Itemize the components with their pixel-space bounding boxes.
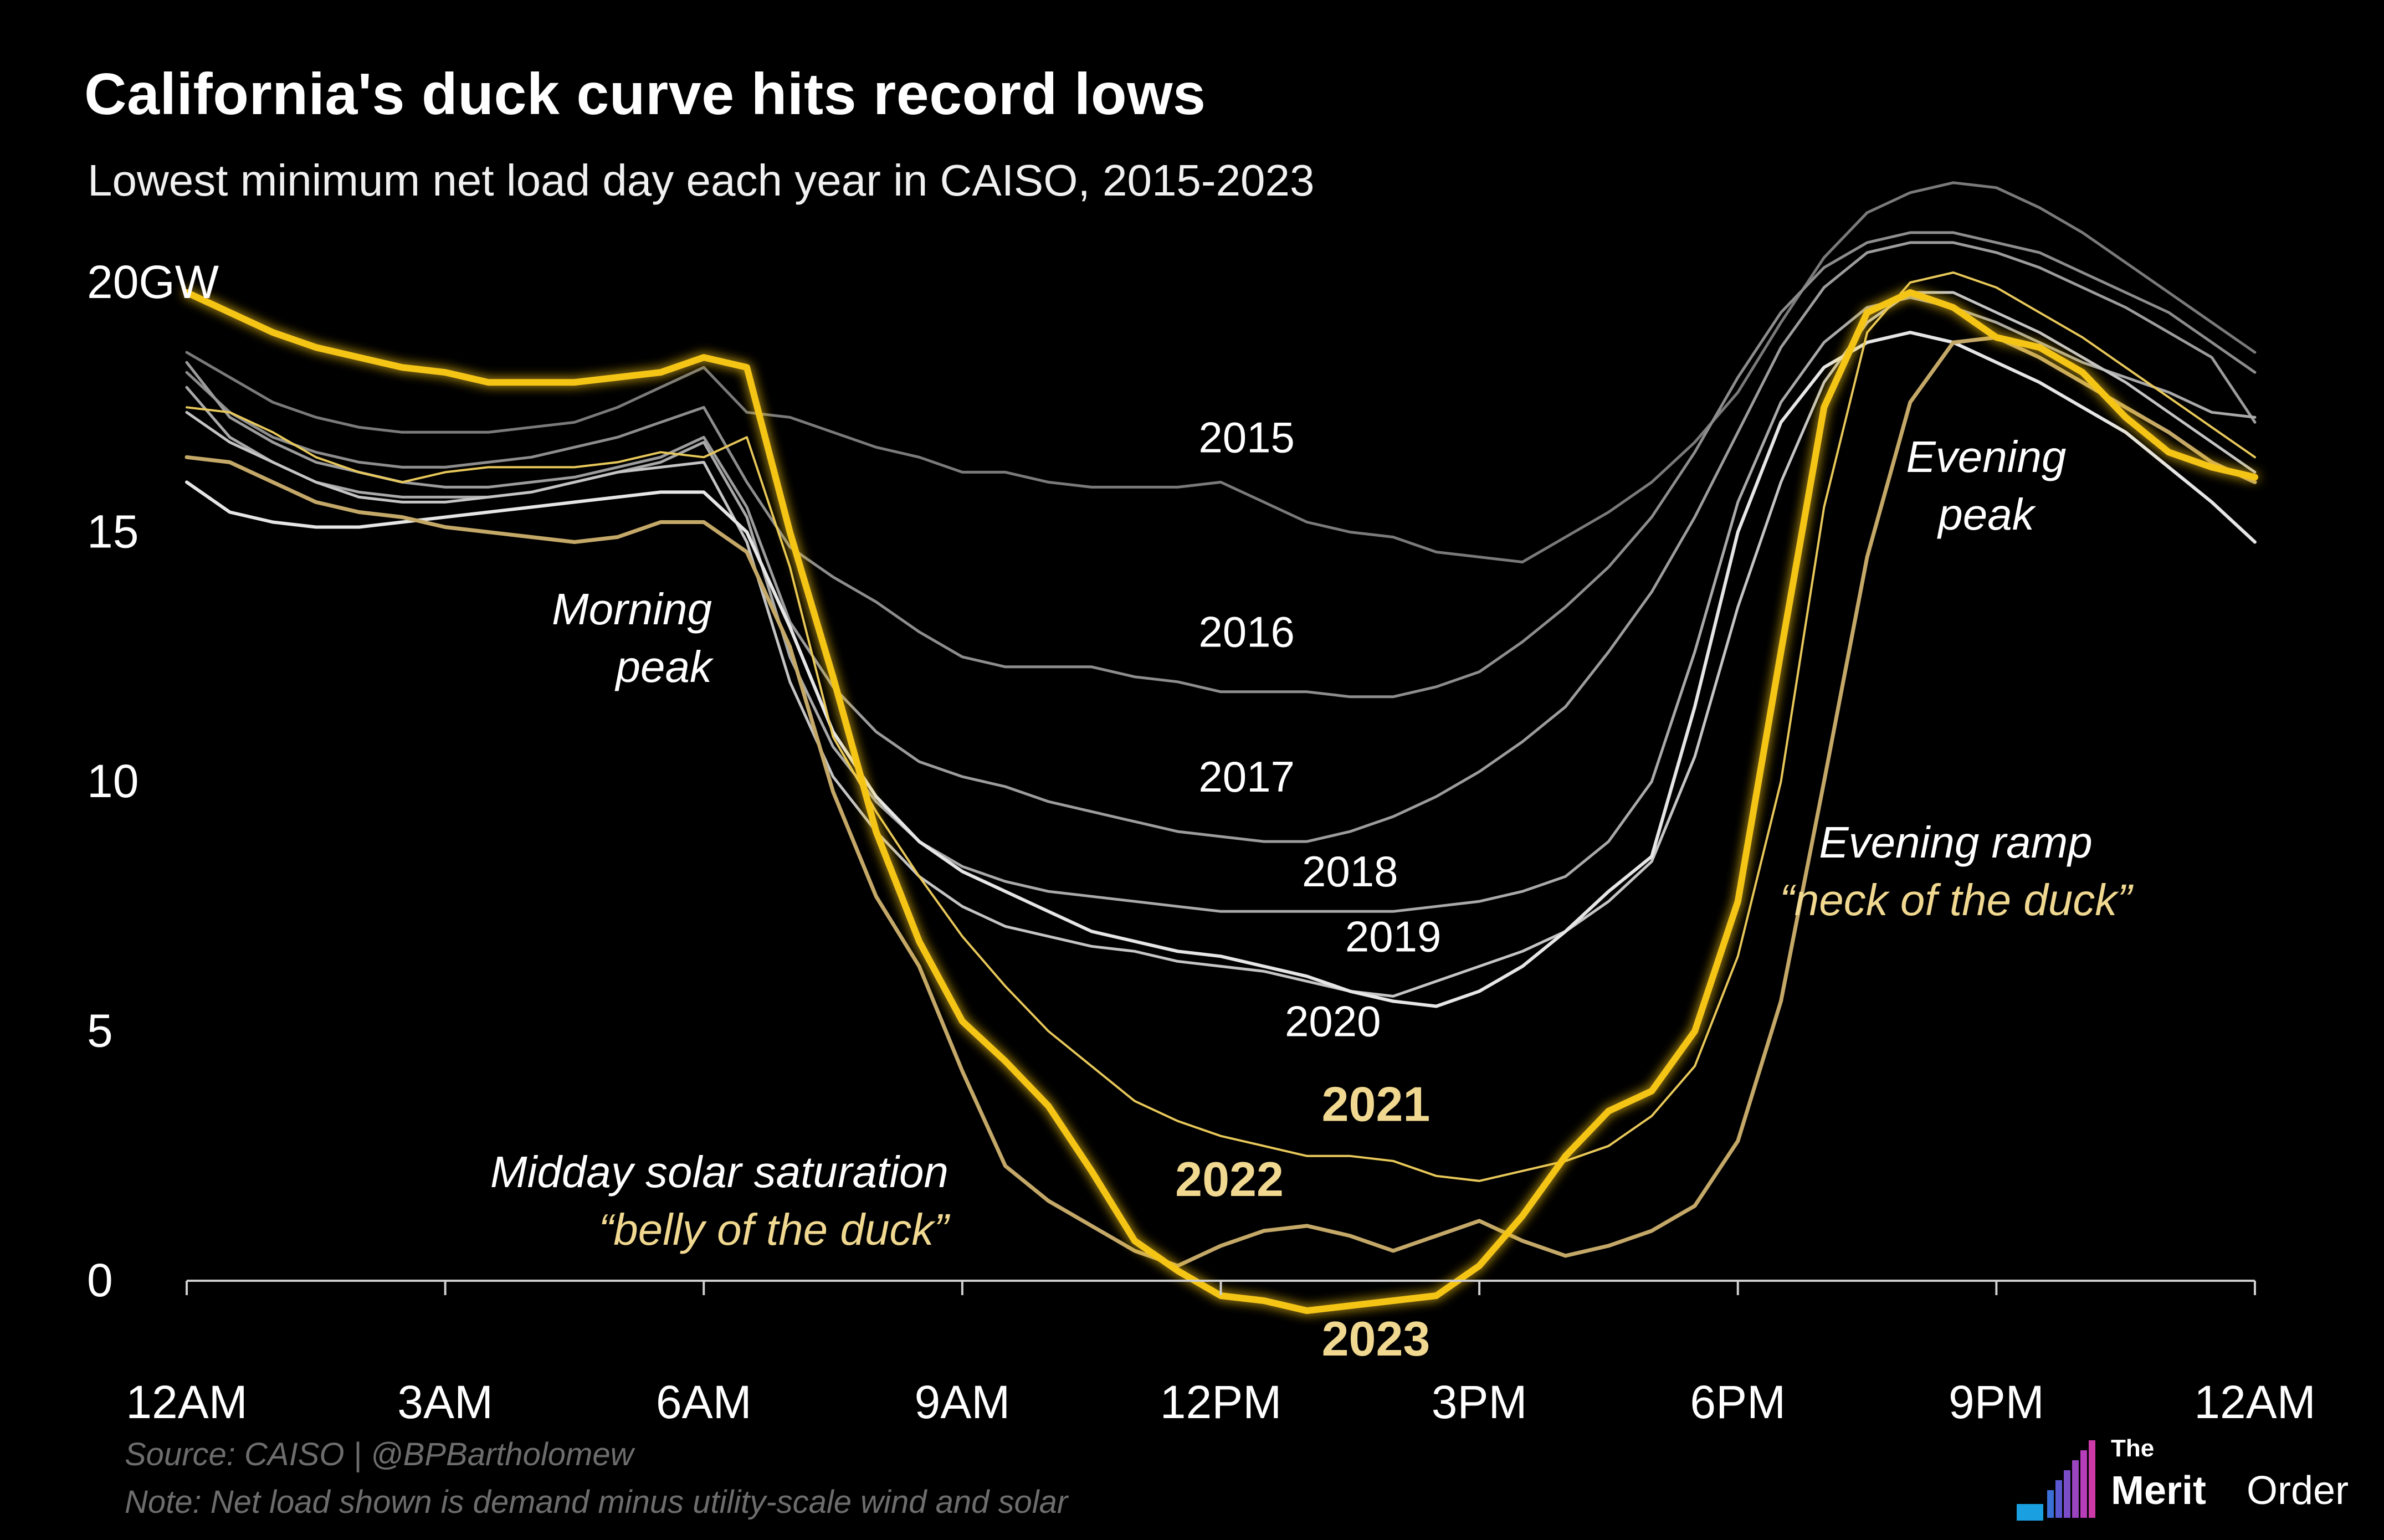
footnote: Note: Net load shown is demand minus uti… <box>125 1484 1068 1520</box>
series-label-2015: 2015 <box>1198 413 1295 461</box>
x-tick-label: 3AM <box>397 1376 493 1428</box>
series-line-2023 <box>183 289 2258 1315</box>
annotation-midday-solar-line-2: “belly of the duck” <box>599 1205 951 1254</box>
y-tick-label: 5 <box>87 1005 113 1057</box>
logo-bars-icon <box>2017 1440 2095 1521</box>
merit-order-logo: The Merit Order <box>2011 1435 2349 1534</box>
series-line-2021 <box>186 271 2256 1182</box>
series-line-2015 <box>185 181 2257 564</box>
y-tick-label: 0 <box>87 1254 113 1306</box>
axis-group <box>186 1280 2256 1295</box>
x-tick-label: 6AM <box>656 1376 752 1428</box>
chart-title: California's duck curve hits record lows <box>84 61 1206 127</box>
annotation-evening-ramp-line-1: Evening ramp <box>1819 818 2093 867</box>
series-label-2016: 2016 <box>1198 608 1295 656</box>
logo-the: The <box>2111 1435 2155 1462</box>
chart-subtitle: Lowest minimum net load day each year in… <box>88 156 1315 205</box>
logo-order: Order <box>2247 1469 2349 1513</box>
x-tick-label: 12AM <box>2194 1376 2315 1428</box>
series-line-2020 <box>185 331 2257 1008</box>
series-label-2017: 2017 <box>1198 752 1295 801</box>
annotation-midday-solar-line-1: Midday solar saturation <box>490 1147 949 1197</box>
annotation-evening-peak-line-2: peak <box>1937 490 2036 539</box>
x-tick-label: 12AM <box>126 1376 247 1428</box>
y-tick-label: 15 <box>87 506 139 558</box>
series-label-2018: 2018 <box>1302 847 1398 896</box>
series-label-2020: 2020 <box>1285 997 1381 1046</box>
series-label-2021: 2021 <box>1322 1077 1431 1132</box>
annotation-evening-peak-line-1: Evening <box>1906 432 2066 481</box>
series-label-2022: 2022 <box>1175 1152 1284 1207</box>
series-label-2023: 2023 <box>1322 1311 1431 1366</box>
series-lines <box>183 181 2258 1315</box>
x-tick-label: 3PM <box>1432 1376 1527 1428</box>
logo-merit: Merit <box>2111 1469 2207 1513</box>
annotations: Morning peak Evening peak Evening ramp “neck … <box>490 432 2134 1254</box>
tick-labels: 12AM 3AM 6AM 9AM 12PM 3PM 6PM 9PM 12AM 0 5 10 15 20GW <box>87 256 2316 1428</box>
x-tick-label: 9AM <box>915 1376 1011 1428</box>
y-tick-label: 10 <box>87 755 139 807</box>
series-line-2022 <box>184 335 2257 1268</box>
series-label-2019: 2019 <box>1345 912 1442 961</box>
x-tick-label: 12PM <box>1160 1376 1281 1428</box>
series-line-2016 <box>185 231 2257 699</box>
x-tick-label: 9PM <box>1949 1376 2044 1428</box>
annotation-morning-peak-line-2: peak <box>615 642 714 691</box>
annotation-evening-ramp-line-2: “neck of the duck” <box>1780 875 2134 925</box>
series-line-2017 <box>185 241 2257 843</box>
x-tick-label: 6PM <box>1690 1376 1786 1428</box>
source-note: Source: CAISO | @BPBartholomew <box>125 1436 634 1472</box>
annotation-morning-peak-line-1: Morning <box>552 584 712 634</box>
y-tick-label: 20GW <box>87 256 219 308</box>
